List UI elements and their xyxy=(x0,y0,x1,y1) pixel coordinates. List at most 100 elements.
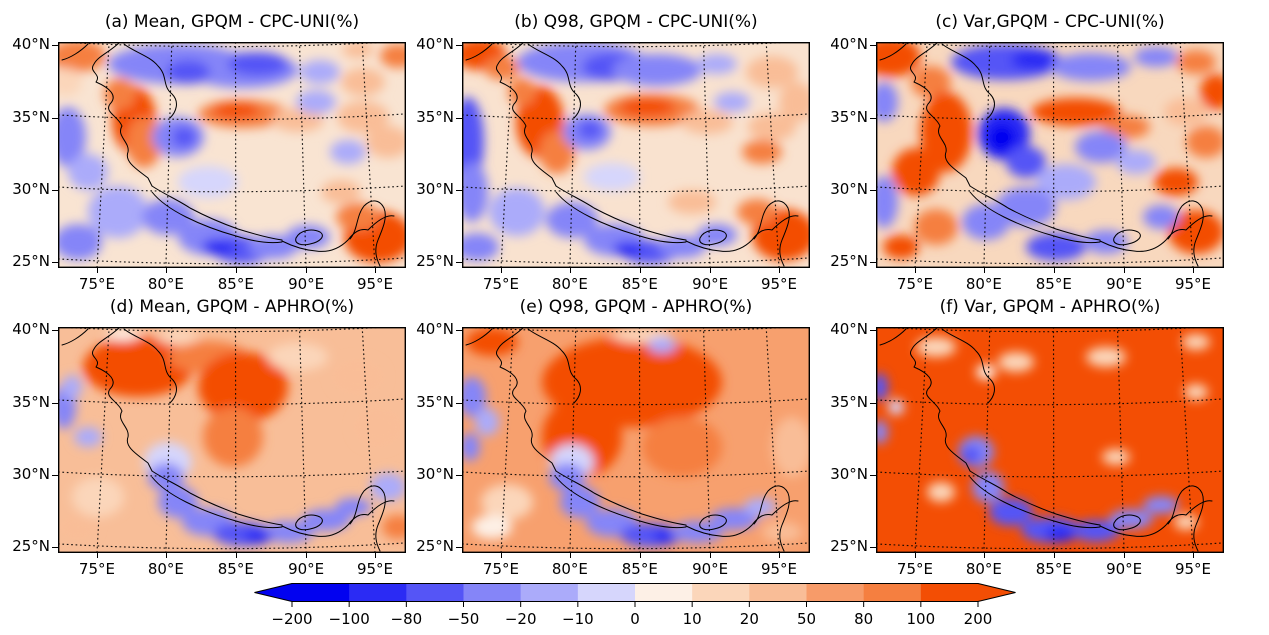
x-axis-tick xyxy=(1193,553,1195,558)
y-axis-label: 35°N xyxy=(830,107,868,126)
map-panel-b xyxy=(462,42,810,268)
map-background xyxy=(876,327,1224,553)
colorbar-tick-label: 20 xyxy=(739,610,759,628)
x-axis-label: 95°E xyxy=(1174,560,1212,578)
x-axis-label: 90°E xyxy=(692,275,729,293)
contour-fill-layer xyxy=(462,42,810,264)
y-axis-tick xyxy=(52,190,58,192)
y-axis-tick xyxy=(870,402,876,404)
colorbar-segment xyxy=(749,583,808,602)
colorbar-segment xyxy=(349,583,407,602)
y-axis-label: 30°N xyxy=(830,180,868,199)
y-axis-label: 40°N xyxy=(830,319,868,338)
colorbar-tick-label: −80 xyxy=(390,610,423,628)
x-axis-tick xyxy=(235,553,237,558)
x-axis-label: 85°E xyxy=(1035,560,1072,578)
x-axis-label: 90°E xyxy=(692,560,729,578)
x-axis-label: 80°E xyxy=(147,275,184,293)
colorbar-tick-label: −100 xyxy=(328,610,370,628)
x-axis-tick xyxy=(165,268,167,273)
panel-frame xyxy=(462,42,810,268)
x-axis-label: 75°E xyxy=(482,275,519,293)
panel-title-a: (a) Mean, GPQM - CPC-UNI(%) xyxy=(104,12,360,32)
map-panel-c xyxy=(876,42,1224,268)
y-axis-label: 25°N xyxy=(830,251,868,270)
y-axis-tick xyxy=(52,546,58,548)
contour-fill-layer xyxy=(876,42,1224,261)
x-axis-label: 95°E xyxy=(356,275,394,293)
y-axis-label: 35°N xyxy=(416,107,454,126)
x-axis-label: 75°E xyxy=(78,560,115,578)
y-axis-tick xyxy=(870,117,876,119)
x-axis-tick xyxy=(639,553,641,558)
country-borders xyxy=(465,327,799,552)
country-borders xyxy=(879,327,1213,552)
x-axis-label: 95°E xyxy=(356,560,394,578)
y-axis-tick xyxy=(52,329,58,331)
y-axis-label: 35°N xyxy=(416,392,454,411)
y-axis-tick xyxy=(52,475,58,477)
colorbar-tick-label: 50 xyxy=(796,610,817,628)
x-axis-label: 75°E xyxy=(78,275,115,293)
y-axis-label: 35°N xyxy=(12,392,50,411)
y-axis-label: 35°N xyxy=(12,107,50,126)
x-axis-tick xyxy=(779,553,781,558)
colorbar-tick-label: −50 xyxy=(447,610,480,628)
panel-title-c: (c) Var,GPQM - CPC-UNI(%) xyxy=(935,12,1165,32)
x-axis-label: 80°E xyxy=(551,560,588,578)
colorbar-segment xyxy=(463,583,522,602)
y-axis-tick xyxy=(870,44,876,46)
map-panel-d xyxy=(58,327,406,553)
colorbar-segment xyxy=(863,583,922,602)
y-axis-tick xyxy=(456,44,462,46)
y-axis-label: 40°N xyxy=(416,34,454,53)
x-axis-label: 85°E xyxy=(621,560,658,578)
x-axis-label: 90°E xyxy=(288,560,325,578)
panel-title-f: (f) Var, GPQM - APHRO(%) xyxy=(939,297,1161,317)
contour-fill-layer xyxy=(876,334,1210,543)
x-axis-label: 90°E xyxy=(288,275,325,293)
country-borders xyxy=(61,42,395,267)
panel-frame xyxy=(58,327,406,553)
y-axis-tick xyxy=(456,475,462,477)
x-axis-label: 75°E xyxy=(896,560,933,578)
colorbar-left-arrow xyxy=(254,583,292,602)
x-axis-tick xyxy=(983,268,985,273)
y-axis-tick xyxy=(870,329,876,331)
y-axis-label: 40°N xyxy=(830,34,868,53)
colorbar-segment xyxy=(520,583,579,602)
x-axis-tick xyxy=(710,268,712,273)
x-axis-label: 85°E xyxy=(621,275,658,293)
panel-frame xyxy=(58,42,406,268)
x-axis-label: 95°E xyxy=(760,560,798,578)
x-axis-label: 80°E xyxy=(551,275,588,293)
x-axis-tick xyxy=(1124,553,1126,558)
x-axis-tick xyxy=(569,268,571,273)
colorbar-tick-label: 10 xyxy=(682,610,702,628)
y-axis-label: 25°N xyxy=(830,536,868,555)
y-axis-label: 40°N xyxy=(416,319,454,338)
x-axis-tick xyxy=(710,553,712,558)
y-axis-label: 30°N xyxy=(830,465,868,484)
y-axis-tick xyxy=(456,329,462,331)
y-axis-label: 25°N xyxy=(416,536,454,555)
y-axis-label: 35°N xyxy=(830,392,868,411)
colorbar xyxy=(254,583,1016,607)
x-axis-tick xyxy=(779,268,781,273)
x-axis-tick xyxy=(500,553,502,558)
y-axis-tick xyxy=(52,261,58,263)
y-axis-label: 30°N xyxy=(416,465,454,484)
x-axis-tick xyxy=(375,553,377,558)
x-axis-label: 80°E xyxy=(147,560,184,578)
x-axis-tick xyxy=(96,553,98,558)
y-axis-tick xyxy=(870,546,876,548)
panel-title-e: (e) Q98, GPQM - APHRO(%) xyxy=(519,297,753,317)
x-axis-label: 90°E xyxy=(1106,275,1143,293)
x-axis-tick xyxy=(165,553,167,558)
y-axis-label: 30°N xyxy=(12,465,50,484)
x-axis-tick xyxy=(1053,553,1055,558)
colorbar-tick-label: 0 xyxy=(630,610,640,628)
map-panel-a xyxy=(58,42,406,268)
y-axis-tick xyxy=(456,546,462,548)
